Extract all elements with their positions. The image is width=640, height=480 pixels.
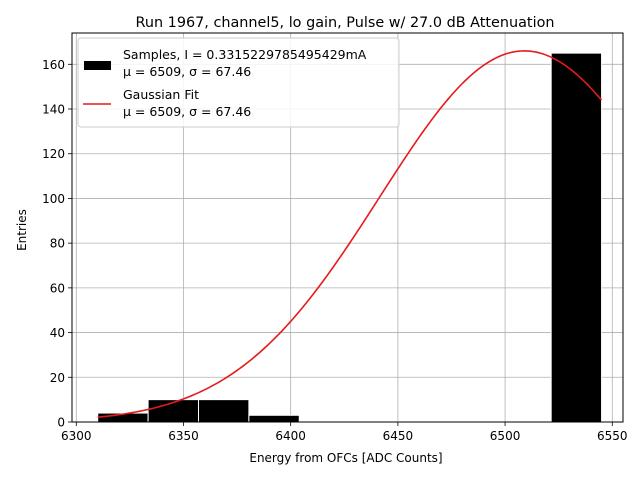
legend: Samples, I = 0.3315229785495429mA μ = 65… [77, 37, 400, 128]
x-tick-label: 6500 [490, 429, 521, 443]
y-tick-label: 120 [42, 147, 65, 161]
y-tick-label: 20 [50, 371, 65, 385]
x-tick-label: 6550 [597, 429, 628, 443]
gaussian-fit-curve [97, 50, 603, 419]
legend-fit-stats: μ = 6509, σ = 67.46 [123, 104, 251, 119]
y-tick-label: 80 [50, 237, 65, 251]
y-tick-label: 140 [42, 103, 65, 117]
chart-title: Run 1967, channel5, lo gain, Pulse w/ 27… [136, 15, 555, 31]
x-axis-label: Energy from OFCs [ADC Counts] [249, 451, 442, 465]
histogram-bar [248, 414, 300, 423]
plot-frame [71, 32, 624, 423]
legend-fit-label: Gaussian Fit [123, 87, 199, 102]
histogram-bar [197, 399, 250, 423]
legend-box [77, 37, 400, 128]
x-tick-label: 6300 [61, 429, 92, 443]
y-tick-label: 0 [57, 416, 65, 430]
gaussian-fit-line [97, 50, 603, 419]
y-tick-label: 60 [50, 281, 65, 295]
x-tick-label: 6350 [168, 429, 199, 443]
y-axis-label: Entries [15, 209, 29, 251]
legend-samples-swatch [84, 61, 111, 70]
x-tick-label: 6450 [383, 429, 414, 443]
y-axis-ticks: 0 20 40 60 80 100 120 140 160 [42, 58, 72, 430]
y-tick-label: 100 [42, 192, 65, 206]
x-tick-label: 6400 [275, 429, 306, 443]
y-tick-label: 40 [50, 326, 65, 340]
histogram-bars [97, 52, 603, 423]
x-axis-ticks: 6300 6350 6400 6450 6500 6550 [61, 422, 628, 443]
histogram-bar [550, 52, 603, 423]
y-tick-label: 160 [42, 58, 65, 72]
legend-samples-label: Samples, I = 0.3315229785495429mA [123, 47, 367, 62]
legend-samples-stats: μ = 6509, σ = 67.46 [123, 64, 251, 79]
